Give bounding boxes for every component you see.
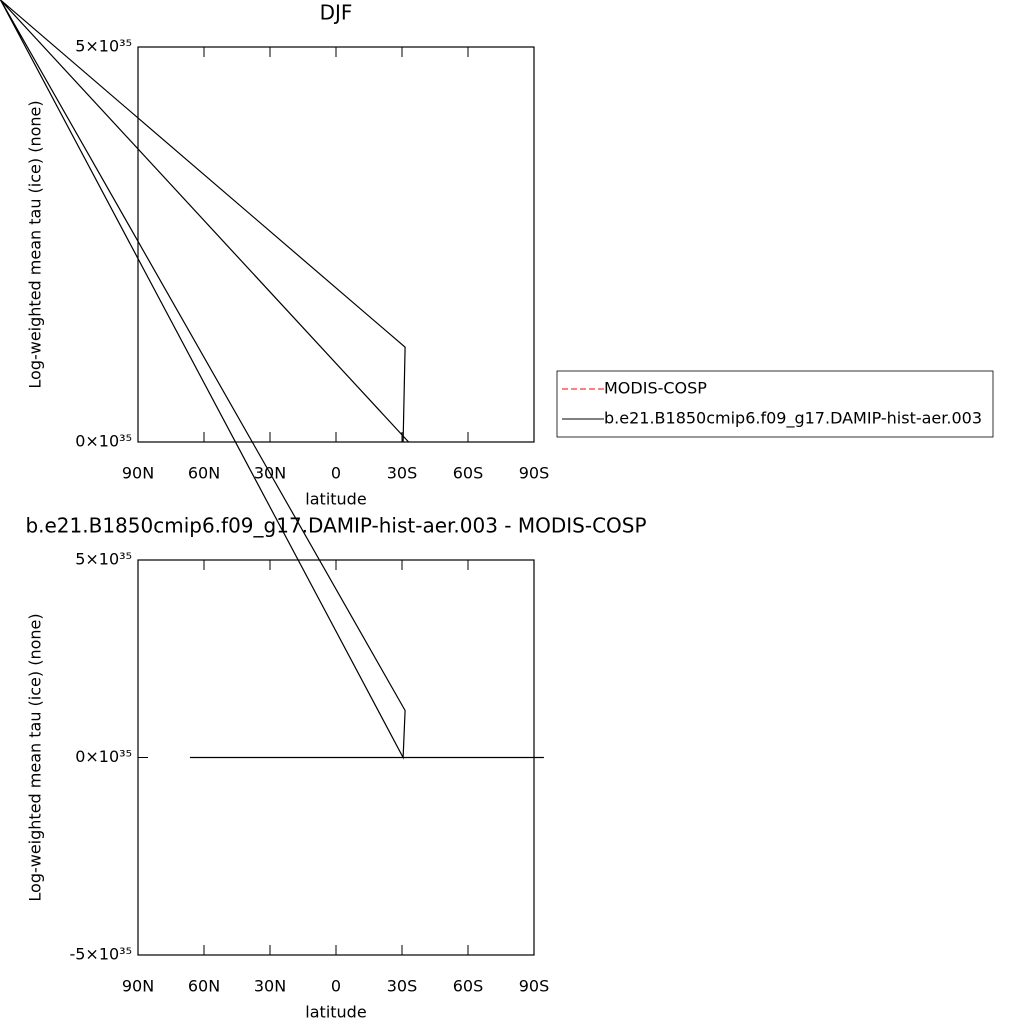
legend-label: b.e21.B1850cmip6.f09_g17.DAMIP-hist-aer.… [604, 409, 982, 429]
legend-box [556, 370, 994, 438]
legend-label: MODIS-COSP [604, 379, 707, 398]
plot-frame [137, 46, 535, 443]
y-axis-label: Log-weighted mean tau (ice) (none) [26, 100, 45, 388]
x-tick-label: 60N [188, 977, 220, 996]
series-line [0, 0, 544, 760]
x-tick-label: 60S [453, 977, 484, 996]
chart-title: b.e21.B1850cmip6.f09_g17.DAMIP-hist-aer.… [25, 514, 646, 538]
y-tick-label: -5×10³⁵ [69, 945, 132, 964]
x-tick-label: 90N [122, 464, 154, 483]
x-tick-label: 0 [331, 977, 341, 996]
series-line [0, 0, 410, 443]
x-tick-label: 30N [254, 977, 286, 996]
y-tick-label: 0×10³⁵ [75, 432, 132, 451]
x-tick-label: 60N [188, 464, 220, 483]
x-axis-label: latitude [305, 490, 366, 509]
x-tick-label: 90N [122, 977, 154, 996]
x-tick-label: 90S [519, 977, 550, 996]
x-tick-label: 60S [453, 464, 484, 483]
chart-title: DJF [320, 1, 353, 25]
x-tick-label: 0 [331, 464, 341, 483]
y-axis-label: Log-weighted mean tau (ice) (none) [26, 613, 45, 901]
x-tick-label: 90S [519, 464, 550, 483]
x-tick-label: 30S [387, 464, 418, 483]
y-tick-label: 5×10³⁵ [75, 37, 132, 56]
y-tick-label: 0×10³⁵ [75, 747, 132, 766]
y-tick-label: 5×10³⁵ [75, 550, 132, 569]
x-axis-label: latitude [305, 1003, 366, 1022]
x-tick-label: 30S [387, 977, 418, 996]
